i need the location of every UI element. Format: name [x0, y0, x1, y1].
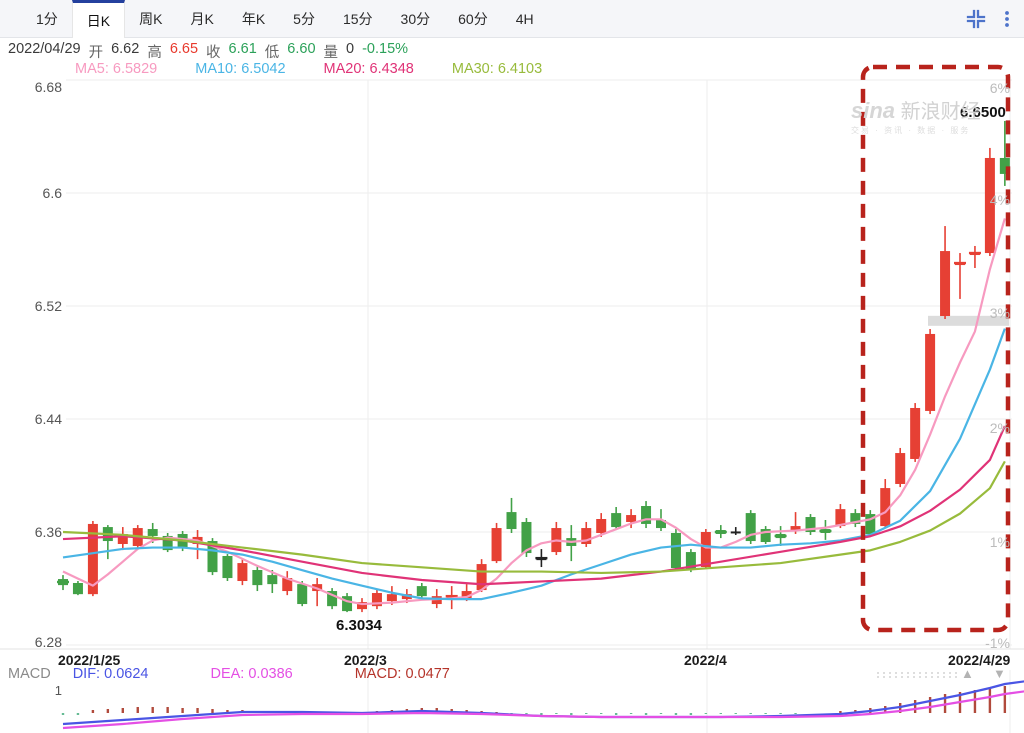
low-value: 6.60	[287, 41, 316, 57]
tab-1min[interactable]: 1分	[36, 10, 58, 27]
quote-date: 2022/04/29	[8, 41, 81, 57]
tab-4h[interactable]: 4H	[515, 10, 534, 27]
change-percent: -0.15%	[362, 41, 409, 57]
tab-monthly[interactable]: 月K	[190, 10, 214, 27]
ma20-legend: MA20: 6.4348	[323, 61, 414, 77]
ma30-legend: MA30: 6.4103	[451, 61, 543, 77]
tab-weekly[interactable]: 周K	[139, 10, 163, 27]
ma5-legend: MA5: 6.5829	[75, 61, 158, 77]
macd-value: MACD: 0.0477	[354, 666, 450, 682]
high-value: 6.65	[169, 41, 199, 57]
scroll-down-icon[interactable]: ▼	[993, 666, 1006, 681]
macd-legend: MACD DIF: 0.0624 DEA: 0.0386 MACD: 0.047…	[8, 666, 512, 682]
open-label: 开	[88, 45, 104, 61]
volume-label: 量	[323, 45, 339, 61]
scroll-up-icon[interactable]: ▲	[961, 666, 974, 681]
tab-yearly[interactable]: 年K	[241, 10, 266, 27]
low-label: 低	[264, 45, 280, 61]
high-label: 高	[147, 45, 162, 61]
tab-15min[interactable]: 15分	[342, 10, 373, 27]
dif-value: DIF: 0.0624	[72, 666, 149, 682]
collapse-icon[interactable]	[966, 9, 986, 29]
volume-value: 0	[346, 41, 355, 57]
dea-value: DEA: 0.0386	[210, 666, 293, 682]
macd-scale-label: 1	[54, 683, 62, 698]
open-value: 6.62	[111, 41, 140, 57]
macd-title: MACD	[8, 666, 51, 682]
tab-60min[interactable]: 60分	[458, 10, 488, 27]
ma-legend: MA5: 6.5829 MA10: 6.5042 MA20: 6.4348 MA…	[75, 61, 542, 77]
kebab-menu-icon[interactable]	[1004, 9, 1010, 29]
close-label: 收	[206, 45, 221, 61]
quote-bar: 2022/04/29 开 6.62 高 6.65 收 6.61 低 6.60 量…	[8, 41, 408, 62]
interval-tabbar: 1分 日K 周K 月K 年K 5分 15分 30分 60分 4H	[0, 0, 1024, 38]
ma10-legend: MA10: 6.5042	[195, 61, 286, 77]
close-value: 6.61	[228, 41, 257, 57]
tab-30min[interactable]: 30分	[400, 10, 431, 27]
tab-daily[interactable]: 日K	[71, 0, 126, 38]
tab-5min[interactable]: 5分	[293, 10, 315, 27]
